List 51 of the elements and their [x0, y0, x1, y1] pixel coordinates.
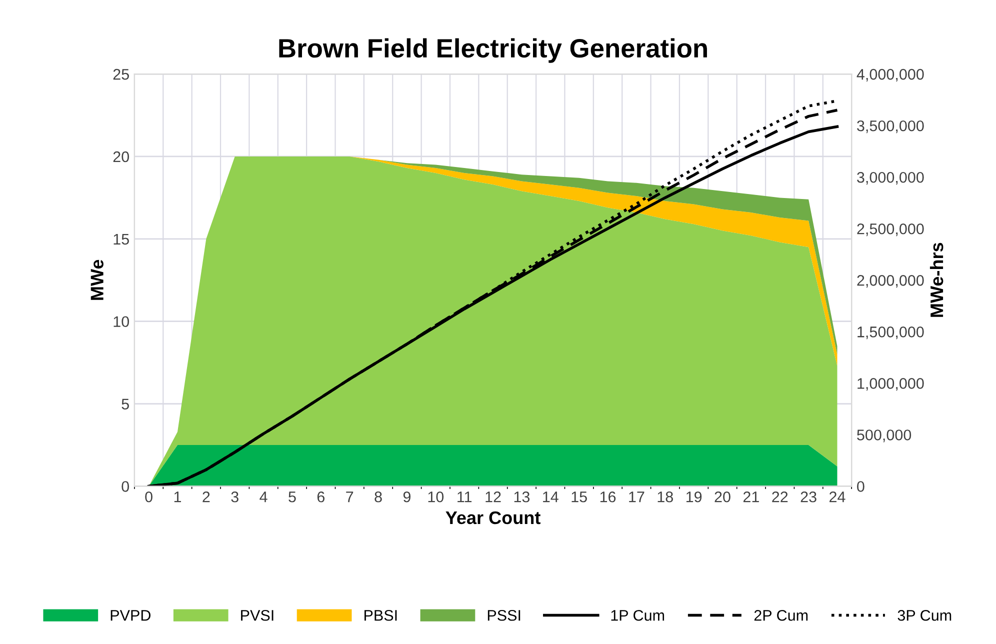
x-tick-label: 10: [428, 491, 444, 502]
y-tick-label: 10: [114, 316, 130, 328]
legend-label: 2P Cum: [754, 610, 808, 621]
legend-label: 1P Cum: [611, 610, 664, 621]
x-tick-label: 0: [145, 491, 152, 502]
y-tick-label: 0: [122, 481, 129, 492]
legend-label: PBSI: [364, 610, 397, 621]
x-tick-label: 1: [174, 492, 181, 502]
legend-label: 3P Cum: [898, 610, 952, 621]
x-tick-label: 12: [486, 491, 501, 502]
y-tick-label: 25: [113, 68, 129, 80]
legend-label: PSSI: [488, 610, 520, 621]
y2-tick-label: 1,500,000: [858, 326, 924, 340]
y2-tick-label: 2,000,000: [857, 275, 924, 288]
x-tick-label: 24: [830, 491, 846, 502]
x-tick-label: 19: [686, 491, 702, 502]
y-tick-label: 15: [114, 234, 129, 245]
y2-tick-label: 0: [857, 481, 864, 492]
x-tick-label: 14: [543, 492, 558, 502]
x-tick-label: 17: [629, 492, 644, 502]
y-tick-label: 20: [113, 151, 130, 162]
x-tick-label: 20: [714, 491, 730, 502]
x-axis-title: Year Count: [446, 511, 540, 524]
x-tick-label: 2: [202, 491, 210, 502]
x-tick-label: 16: [600, 491, 616, 502]
x-tick-label: 22: [772, 491, 788, 502]
x-tick-label: 5: [288, 492, 296, 502]
x-tick-label: 23: [800, 491, 816, 502]
legend-label: PVPD: [110, 610, 150, 621]
x-tick-label: 11: [458, 492, 472, 502]
x-tick-label: 18: [658, 491, 673, 502]
y2-tick-label: 500,000: [857, 430, 912, 442]
y2-tick-label: 3,000,000: [857, 172, 924, 185]
y2-tick-label: 3,500,000: [857, 120, 924, 134]
x-tick-label: 6: [317, 491, 324, 502]
y-axis-title: MWe: [90, 260, 104, 300]
y2-tick-label: 4,000,000: [856, 68, 924, 82]
x-tick-label: 15: [572, 492, 587, 502]
x-tick-label: 3: [231, 491, 238, 502]
chart-title: Brown Field Electricity Generation: [279, 38, 707, 63]
x-tick-label: 4: [260, 492, 268, 502]
x-tick-label: 7: [346, 492, 354, 502]
x-tick-label: 9: [403, 491, 410, 502]
legend-label: PVSI: [241, 610, 274, 621]
y-tick-label: 5: [122, 398, 129, 410]
x-tick-label: 8: [374, 491, 382, 502]
y2-tick-label: 1,000,000: [858, 378, 924, 391]
y2-axis-title: MWe-hrs: [930, 242, 944, 317]
x-tick-label: 13: [514, 491, 530, 502]
x-tick-label: 21: [743, 491, 759, 502]
y2-tick-label: 2,500,000: [857, 223, 924, 236]
